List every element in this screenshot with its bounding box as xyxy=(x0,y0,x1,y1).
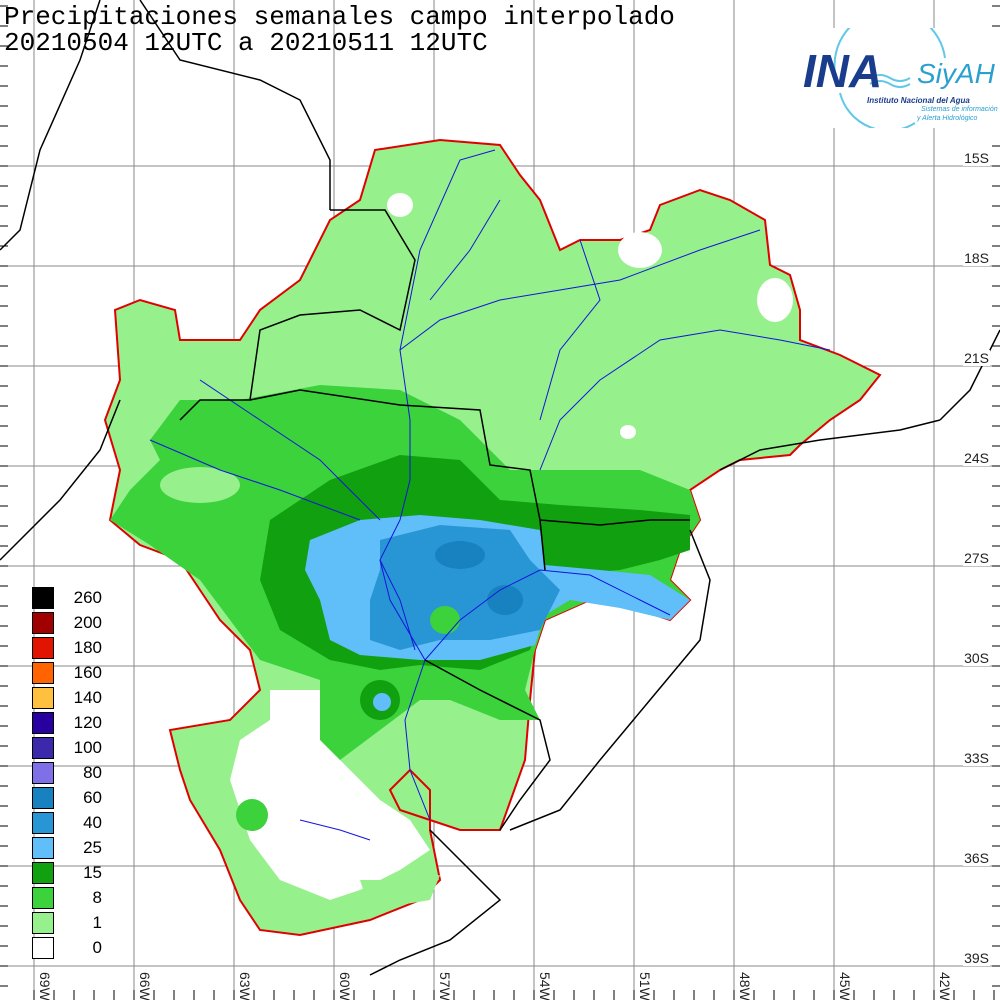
legend-item: 80 xyxy=(32,762,102,784)
legend-swatch xyxy=(32,637,54,659)
legend-label: 200 xyxy=(73,613,102,632)
rain-8-area xyxy=(430,606,460,634)
legend-label: 100 xyxy=(73,738,102,757)
rain-40-area xyxy=(370,525,560,650)
legend-label: 25 xyxy=(83,838,102,857)
legend-label: 15 xyxy=(83,863,102,882)
legend-swatch xyxy=(32,787,54,809)
legend-label: 8 xyxy=(92,888,102,907)
legend-label: 80 xyxy=(83,763,102,782)
legend-item: 0 xyxy=(32,937,102,959)
longitude-label: 60W xyxy=(337,972,353,1000)
legend-swatch xyxy=(32,887,54,909)
logo-sub2-text: y Alerta Hidrológico xyxy=(917,115,978,122)
no-rain-area xyxy=(230,690,430,900)
longitude-label: 69W xyxy=(37,972,53,1000)
map-title: Precipitaciones semanales campo interpol… xyxy=(4,2,675,32)
legend-label: 160 xyxy=(73,663,102,682)
legend-item: 160 xyxy=(32,662,102,684)
legend-label: 60 xyxy=(83,788,102,807)
legend-item: 25 xyxy=(32,837,102,859)
no-rain-area xyxy=(620,425,636,439)
legend-swatch xyxy=(32,837,54,859)
legend-swatch xyxy=(32,762,54,784)
latitude-label: 15S xyxy=(963,150,990,166)
legend-swatch xyxy=(32,937,54,959)
legend-label: 0 xyxy=(92,938,102,957)
legend-swatch xyxy=(32,662,54,684)
legend-label: 120 xyxy=(73,713,102,732)
legend-label: 40 xyxy=(83,813,102,832)
latitude-label: 39S xyxy=(963,950,990,966)
longitude-label: 57W xyxy=(437,972,453,1000)
latitude-label: 27S xyxy=(963,550,990,566)
map-date-range: 20210504 12UTC a 20210511 12UTC xyxy=(4,28,488,58)
legend-item: 15 xyxy=(32,862,102,884)
legend-swatch xyxy=(32,862,54,884)
longitude-label: 48W xyxy=(737,972,753,1000)
logo-org-text: Instituto Nacional del Agua xyxy=(867,96,970,105)
logo-ina-text: INA xyxy=(803,45,883,97)
latitude-label: 21S xyxy=(963,350,990,366)
no-rain-area xyxy=(757,278,793,322)
rain-1-area xyxy=(360,875,440,910)
legend-label: 140 xyxy=(73,688,102,707)
rain-1-area xyxy=(160,467,240,503)
legend-swatch xyxy=(32,712,54,734)
legend-swatch xyxy=(32,812,54,834)
longitude-label: 63W xyxy=(237,972,253,1000)
legend-item: 140 xyxy=(32,687,102,709)
rain-60-area xyxy=(487,585,523,615)
legend-item: 8 xyxy=(32,887,102,909)
legend-swatch xyxy=(32,687,54,709)
latitude-label: 33S xyxy=(963,750,990,766)
legend-item: 100 xyxy=(32,737,102,759)
rain-8-area xyxy=(236,799,268,831)
longitude-label: 51W xyxy=(637,972,653,1000)
legend-swatch xyxy=(32,587,54,609)
no-rain-area xyxy=(387,193,413,217)
legend-item: 120 xyxy=(32,712,102,734)
longitude-label: 42W xyxy=(937,972,953,1000)
latitude-label: 36S xyxy=(963,850,990,866)
latitude-label: 18S xyxy=(963,250,990,266)
logo-siyah-text: SiyAH xyxy=(917,58,995,89)
longitude-label: 45W xyxy=(837,972,853,1000)
borders xyxy=(0,0,1000,976)
legend-swatch xyxy=(32,737,54,759)
legend-item: 260 xyxy=(32,587,102,609)
latitude-label: 30S xyxy=(963,650,990,666)
legend-item: 200 xyxy=(32,612,102,634)
legend-label: 180 xyxy=(73,638,102,657)
longitude-label: 66W xyxy=(137,972,153,1000)
legend-label: 260 xyxy=(73,588,102,607)
legend-swatch xyxy=(32,612,54,634)
rain-25-area xyxy=(373,693,391,711)
no-rain-area xyxy=(618,232,662,268)
ina-siyah-logo: INA SiyAH Instituto Nacional del Agua Si… xyxy=(795,9,1000,132)
longitude-label: 54W xyxy=(537,972,553,1000)
legend-item: 40 xyxy=(32,812,102,834)
rain-60-area xyxy=(435,541,485,569)
legend-label: 1 xyxy=(92,913,102,932)
latitude-label: 24S xyxy=(963,450,990,466)
legend-item: 1 xyxy=(32,912,102,934)
logo-sub1-text: Sistemas de información xyxy=(921,106,998,113)
legend-item: 180 xyxy=(32,637,102,659)
legend-item: 60 xyxy=(32,787,102,809)
legend-swatch xyxy=(32,912,54,934)
